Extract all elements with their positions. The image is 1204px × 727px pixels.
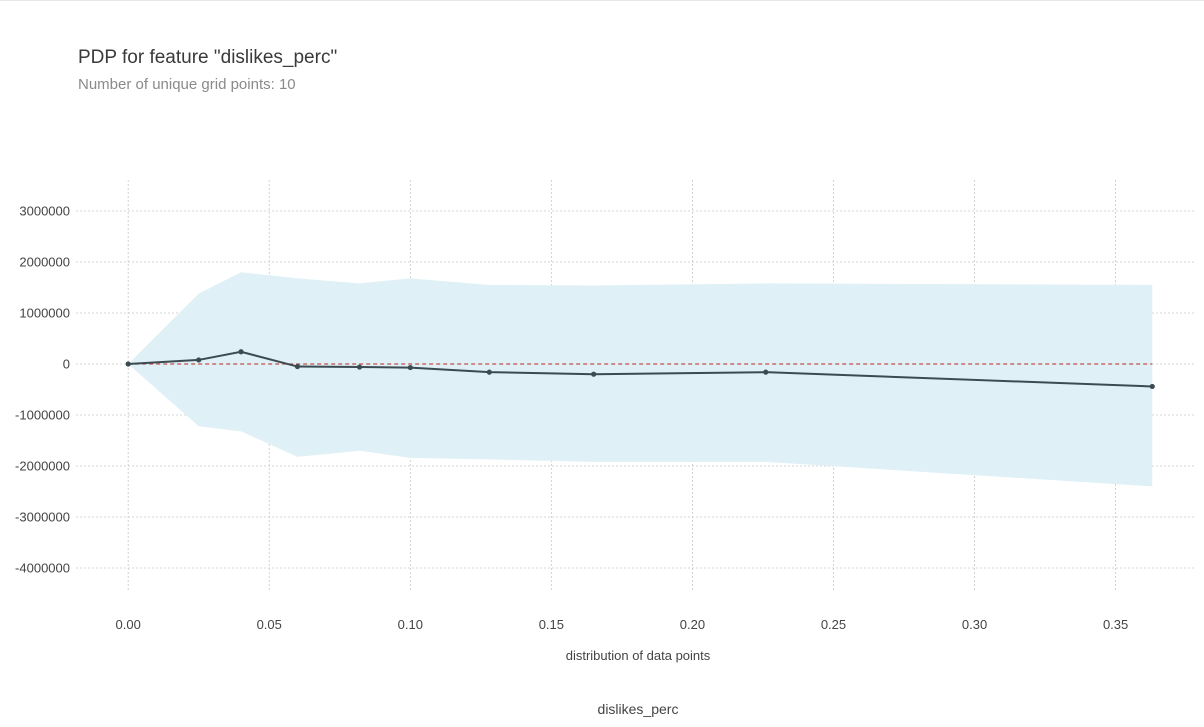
pdp-point	[763, 369, 769, 375]
x-tick-label: 0.10	[398, 617, 423, 632]
tick-labels: 0.00 0.05 0.10 0.15 0.20 0.25 0.30 0.35 3000000 2…	[15, 204, 1128, 633]
x-tick-label: 0.15	[539, 617, 564, 632]
x-tick-label: 0.25	[821, 617, 846, 632]
pdp-point	[238, 349, 244, 355]
y-tick-label: -1000000	[15, 408, 70, 423]
y-tick-label: 2000000	[19, 255, 70, 270]
confidence-band	[128, 272, 1153, 487]
pdp-point	[1149, 383, 1155, 390]
pdp-line-layer	[125, 349, 1155, 390]
top-divider	[0, 0, 1204, 1]
x-tick-label: 0.00	[116, 617, 141, 632]
y-tick-label: -4000000	[15, 561, 70, 576]
x-tick-label: 0.20	[680, 617, 705, 632]
x-axis-label-feature: dislikes_perc	[597, 701, 679, 717]
x-tick-label: 0.35	[1103, 617, 1128, 632]
x-tick-label: 0.30	[962, 617, 987, 632]
y-tick-label: 1000000	[19, 306, 70, 321]
confidence-band-layer	[128, 272, 1153, 487]
x-axis-label-distribution: distribution of data points	[565, 648, 711, 663]
y-tick-label: -2000000	[15, 459, 70, 474]
y-tick-label: 0	[63, 357, 70, 372]
y-tick-label: 3000000	[19, 204, 70, 219]
pdp-point	[486, 369, 492, 375]
chart-subtitle: Number of unique grid points: 10	[78, 76, 296, 93]
x-tick-label: 0.05	[257, 617, 282, 632]
pdp-point	[125, 361, 131, 367]
pdp-line	[128, 350, 1153, 388]
pdp-point	[591, 371, 597, 377]
pdp-point	[294, 363, 301, 370]
y-tick-label: -3000000	[15, 510, 70, 525]
pdp-point	[407, 364, 413, 371]
pdp-point	[196, 357, 202, 363]
chart-title: PDP for feature "dislikes_perc"	[78, 47, 338, 68]
pdp-point	[356, 364, 363, 370]
